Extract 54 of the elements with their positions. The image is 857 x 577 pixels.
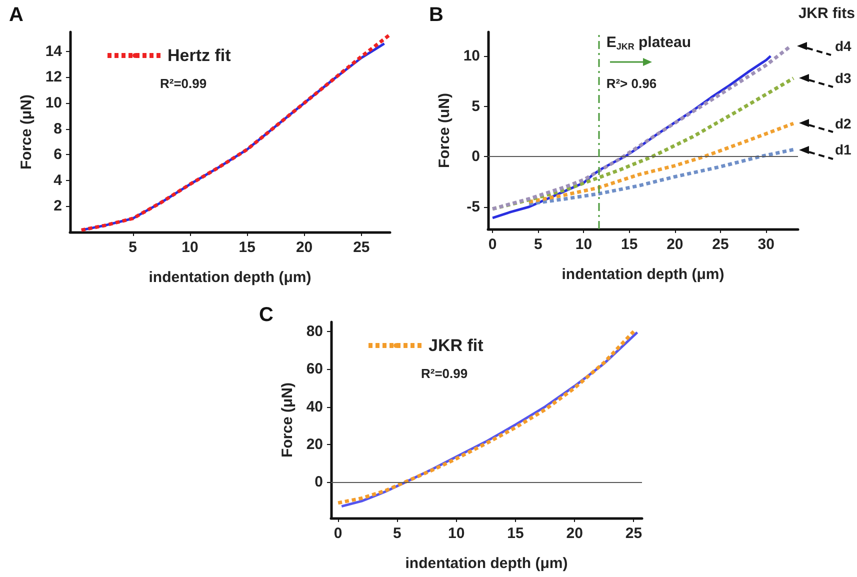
legend-label: JKR fit	[428, 336, 484, 355]
x-tick-label: 25	[625, 525, 642, 542]
x-tick-label: 5	[393, 525, 402, 542]
y-tick-label: 12	[45, 68, 62, 86]
x-tick-label: 10	[575, 236, 592, 253]
y-tick-label: 8	[54, 120, 62, 138]
x-tick-label: 20	[666, 236, 684, 253]
y-tick-label: 0	[472, 148, 480, 166]
annotation: R²> 0.96	[606, 76, 657, 91]
y-tick-label: 0	[314, 474, 323, 491]
y-tick-label: 6	[54, 146, 62, 164]
text: d2	[835, 115, 852, 132]
x-axis-title: indentation depth (μm)	[148, 269, 312, 286]
y-tick-label: 10	[45, 94, 62, 112]
text: d1	[835, 142, 852, 158]
x-tick-label: 15	[507, 525, 524, 542]
chart-title: A	[9, 4, 24, 26]
x-tick-label: 0	[488, 236, 497, 253]
y-tick-label: 60	[306, 360, 323, 378]
line-series	[527, 148, 796, 206]
y-tick-label: 2	[54, 198, 62, 215]
legend-title: JKR fits	[798, 5, 856, 22]
y-axis-title: Force (μN)	[279, 382, 296, 458]
y-tick-label: -5	[466, 198, 480, 216]
text: d4	[835, 38, 852, 54]
y-tick-label: 20	[306, 436, 323, 453]
x-axis-title: indentation depth (μm)	[405, 555, 568, 572]
annotation: R²=0.99	[421, 366, 468, 381]
legend-label: Hertz fit	[168, 46, 232, 65]
y-tick-label: 5	[472, 98, 480, 115]
x-tick-label: 20	[566, 525, 583, 542]
y-tick-label: 10	[463, 48, 480, 65]
x-tick-label: 10	[448, 525, 465, 542]
y-axis-title: Force (μN)	[18, 94, 35, 170]
x-tick-label: 0	[334, 525, 342, 542]
x-tick-label: 15	[620, 236, 638, 253]
x-tick-label: 5	[128, 239, 138, 256]
x-tick-label: 5	[534, 236, 542, 253]
chart-title: C	[259, 304, 274, 326]
y-tick-label: 14	[45, 42, 63, 60]
x-axis-title: indentation depth (μm)	[562, 266, 724, 283]
annotation: R²=0.99	[160, 76, 207, 91]
x-tick-label: 30	[758, 236, 774, 253]
chart-title: B	[429, 4, 444, 26]
y-tick-label: 4	[54, 172, 63, 189]
x-tick-label: 15	[238, 239, 256, 256]
x-tick-label: 25	[712, 236, 729, 253]
x-tick-label: 10	[182, 239, 198, 256]
y-axis-title: Force (uN)	[436, 92, 453, 168]
line-series	[527, 122, 796, 204]
y-tick-label: 40	[306, 398, 323, 416]
x-tick-label: 25	[353, 239, 370, 256]
y-tick-label: 80	[306, 322, 323, 340]
text: d3	[835, 70, 852, 86]
